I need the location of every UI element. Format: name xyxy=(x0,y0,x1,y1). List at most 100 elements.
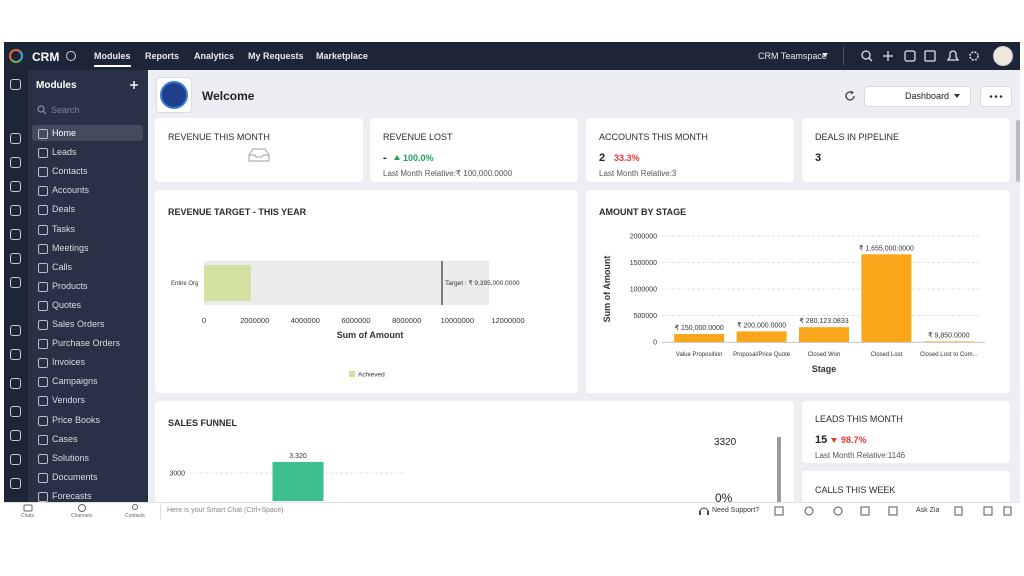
module-item[interactable]: Home xyxy=(32,125,143,141)
kpi-card xyxy=(802,401,1010,463)
welcome: Welcome xyxy=(202,89,255,103)
nav-tab[interactable]: Marketplace xyxy=(316,51,369,61)
search-icon xyxy=(37,105,47,115)
rail-icon[interactable] xyxy=(10,157,21,168)
globe-icon[interactable] xyxy=(66,51,76,61)
module-item[interactable]: Sales Orders xyxy=(32,316,143,332)
rail-icon[interactable] xyxy=(10,229,21,240)
bottom-label[interactable]: Chats xyxy=(21,513,35,519)
up-arrow xyxy=(394,155,400,160)
kpi-change: 33.3% xyxy=(614,153,640,163)
avatar[interactable] xyxy=(993,46,1013,66)
bottom-label[interactable]: Contacts xyxy=(125,513,145,519)
kpi-note: Last Month Relative:3 xyxy=(599,169,677,178)
support-icon[interactable] xyxy=(698,505,710,517)
funnel-conversion: 0% xyxy=(715,491,733,505)
kpi-card xyxy=(586,118,794,182)
nav-tab[interactable]: Analytics xyxy=(194,51,235,61)
module-item[interactable]: Campaigns xyxy=(32,373,143,389)
brand[interactable]: CRM xyxy=(32,50,60,64)
bottom-label[interactable]: Channels xyxy=(71,513,93,519)
kpi-card xyxy=(155,118,363,182)
module-item[interactable]: Deals xyxy=(32,201,143,217)
sidebar-title: Modules xyxy=(36,80,77,91)
module-icon xyxy=(38,377,48,388)
teamspace[interactable]: CRM Teamspace xyxy=(758,51,827,61)
rail-icon[interactable] xyxy=(10,349,21,360)
app-logo[interactable] xyxy=(9,49,23,63)
down-arrow xyxy=(831,438,837,443)
nav-tab[interactable]: Reports xyxy=(145,51,180,61)
kpi-title: ACCOUNTS THIS MONTH xyxy=(599,132,708,142)
bottom-icons[interactable] xyxy=(22,503,152,513)
rail-icon[interactable] xyxy=(10,205,21,216)
rail-icon[interactable] xyxy=(10,378,21,389)
module-item[interactable]: Meetings xyxy=(32,240,143,256)
module-icon xyxy=(38,205,48,216)
module-item[interactable]: Price Books xyxy=(32,412,143,428)
module-item[interactable]: Vendors xyxy=(32,392,143,408)
module-item[interactable]: Purchase Orders xyxy=(32,335,143,351)
funnel-scroll[interactable] xyxy=(777,437,781,502)
module-item[interactable]: Quotes xyxy=(32,297,143,313)
module-item[interactable]: Invoices xyxy=(32,354,143,370)
kpi-change: 100.0% xyxy=(403,153,434,163)
kpi-card xyxy=(802,118,1010,182)
module-icon xyxy=(38,243,48,254)
kpi-title: LEADS THIS MONTH xyxy=(815,414,903,424)
module-icon xyxy=(38,167,48,178)
kpi-note: Last Month Relative:1146 xyxy=(815,451,906,460)
search-input[interactable]: Search xyxy=(51,105,80,115)
chart-title: SALES FUNNEL xyxy=(168,418,238,428)
dashboard-select-label[interactable]: Dashboard xyxy=(905,91,950,101)
kpi-title: DEALS IN PIPELINE xyxy=(815,132,900,142)
module-icon xyxy=(38,491,48,502)
module-icon xyxy=(38,262,48,273)
module-icon xyxy=(38,472,48,483)
module-icon xyxy=(38,453,48,464)
module-item[interactable]: Accounts xyxy=(32,182,143,198)
dashboard-select[interactable] xyxy=(864,86,971,107)
kpi-change: 98.7% xyxy=(841,435,867,445)
module-item[interactable]: Contacts xyxy=(32,163,143,179)
rail-icon[interactable] xyxy=(10,277,21,288)
kpi-title: CALLS THIS WEEK xyxy=(815,485,896,495)
support[interactable]: Need Support? xyxy=(712,507,760,514)
add-module[interactable] xyxy=(129,80,139,90)
nav-tab[interactable]: Modules xyxy=(94,51,131,67)
ask-zia[interactable]: Ask Zia xyxy=(916,507,940,514)
rail-icon[interactable] xyxy=(10,133,21,144)
rail-icon[interactable] xyxy=(10,454,21,465)
dashboard-caret[interactable] xyxy=(953,92,961,100)
module-item[interactable]: Calls xyxy=(32,259,143,275)
rail-icon[interactable] xyxy=(10,325,21,336)
module-item[interactable]: Documents xyxy=(32,469,143,485)
kpi-title: REVENUE THIS MONTH xyxy=(168,132,270,142)
rail-icon[interactable] xyxy=(10,430,21,441)
rail-icon[interactable] xyxy=(10,181,21,192)
top-icons[interactable] xyxy=(858,48,988,64)
module-item[interactable]: Forecasts xyxy=(32,488,143,504)
module-item[interactable]: Tasks xyxy=(32,221,143,237)
rail-icon[interactable] xyxy=(10,253,21,264)
teamspace-caret[interactable] xyxy=(820,50,830,60)
rail-icon[interactable] xyxy=(10,478,21,489)
rail-icon[interactable] xyxy=(10,79,21,90)
module-item[interactable]: Products xyxy=(32,278,143,294)
rail-icon[interactable] xyxy=(10,406,21,417)
divider xyxy=(843,47,844,65)
module-item[interactable]: Solutions xyxy=(32,450,143,466)
refresh[interactable] xyxy=(844,90,856,102)
kpi-title: REVENUE LOST xyxy=(383,132,453,142)
module-item[interactable]: Cases xyxy=(32,431,143,447)
more-dots[interactable] xyxy=(989,94,1003,99)
scrollbar[interactable] xyxy=(1016,120,1020,182)
bottom-tools[interactable] xyxy=(772,504,1012,518)
smart-chat[interactable]: Here is your Smart Chat (Ctrl+Space) xyxy=(167,507,284,514)
module-item[interactable]: Leads xyxy=(32,144,143,160)
nav-tab[interactable]: My Requests xyxy=(248,51,304,61)
chart-title: AMOUNT BY STAGE xyxy=(599,207,687,217)
kpi-value: 3 xyxy=(815,152,822,164)
module-icon xyxy=(38,339,48,350)
kpi-value: 15 xyxy=(815,434,828,446)
